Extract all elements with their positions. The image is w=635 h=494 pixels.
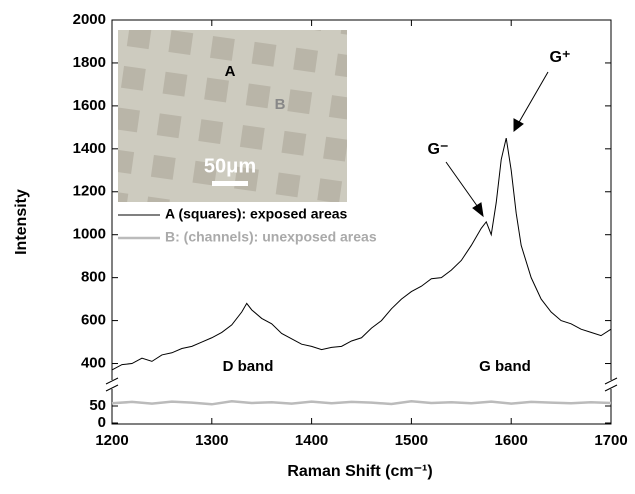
y-tick-label: 1200 — [73, 183, 106, 200]
x-tick-label: 1700 — [594, 432, 627, 449]
annotation: G⁻ — [428, 141, 449, 158]
y-tick-label: 1400 — [73, 140, 106, 157]
x-tick-label: 1200 — [95, 432, 128, 449]
axis-break — [106, 380, 118, 389]
y-tick-label: 1600 — [73, 97, 106, 114]
y-tick-label: 800 — [81, 269, 106, 286]
y-tick-label: 400 — [81, 354, 106, 371]
y-tick-label: 1000 — [73, 226, 106, 243]
annotation: G⁺ — [550, 49, 571, 66]
annotation: G band — [479, 358, 531, 375]
legend-label: A (squares): exposed areas — [165, 206, 348, 222]
legend-label: B: (channels): unexposed areas — [165, 229, 377, 245]
series-line — [111, 137, 612, 371]
x-tick-label: 1600 — [495, 432, 528, 449]
y-axis-label: Intensity — [13, 189, 30, 255]
y-tick-label: 2000 — [73, 11, 106, 28]
x-tick-label: 1500 — [395, 432, 428, 449]
break-marks — [105, 377, 618, 392]
y-tick-label: 0 — [98, 414, 106, 431]
annotation-arrows — [445, 71, 549, 218]
scale-bar — [212, 181, 248, 186]
axis-break — [605, 380, 617, 389]
y-tick-label: 50 — [89, 397, 106, 414]
inset-photo — [118, 30, 347, 202]
scale-bar-label: 50μm — [204, 155, 256, 177]
x-axis-label: Raman Shift (cm⁻¹) — [287, 463, 432, 480]
y-tick-label: 1800 — [73, 54, 106, 71]
x-tick-label: 1300 — [195, 432, 228, 449]
inset-label: B — [275, 96, 286, 113]
plot-frame — [111, 19, 612, 425]
series-line — [111, 399, 612, 406]
y-tick-label: 600 — [81, 312, 106, 329]
annotation: D band — [223, 358, 274, 375]
x-tick-label: 1400 — [295, 432, 328, 449]
inset-label: A — [225, 63, 236, 80]
